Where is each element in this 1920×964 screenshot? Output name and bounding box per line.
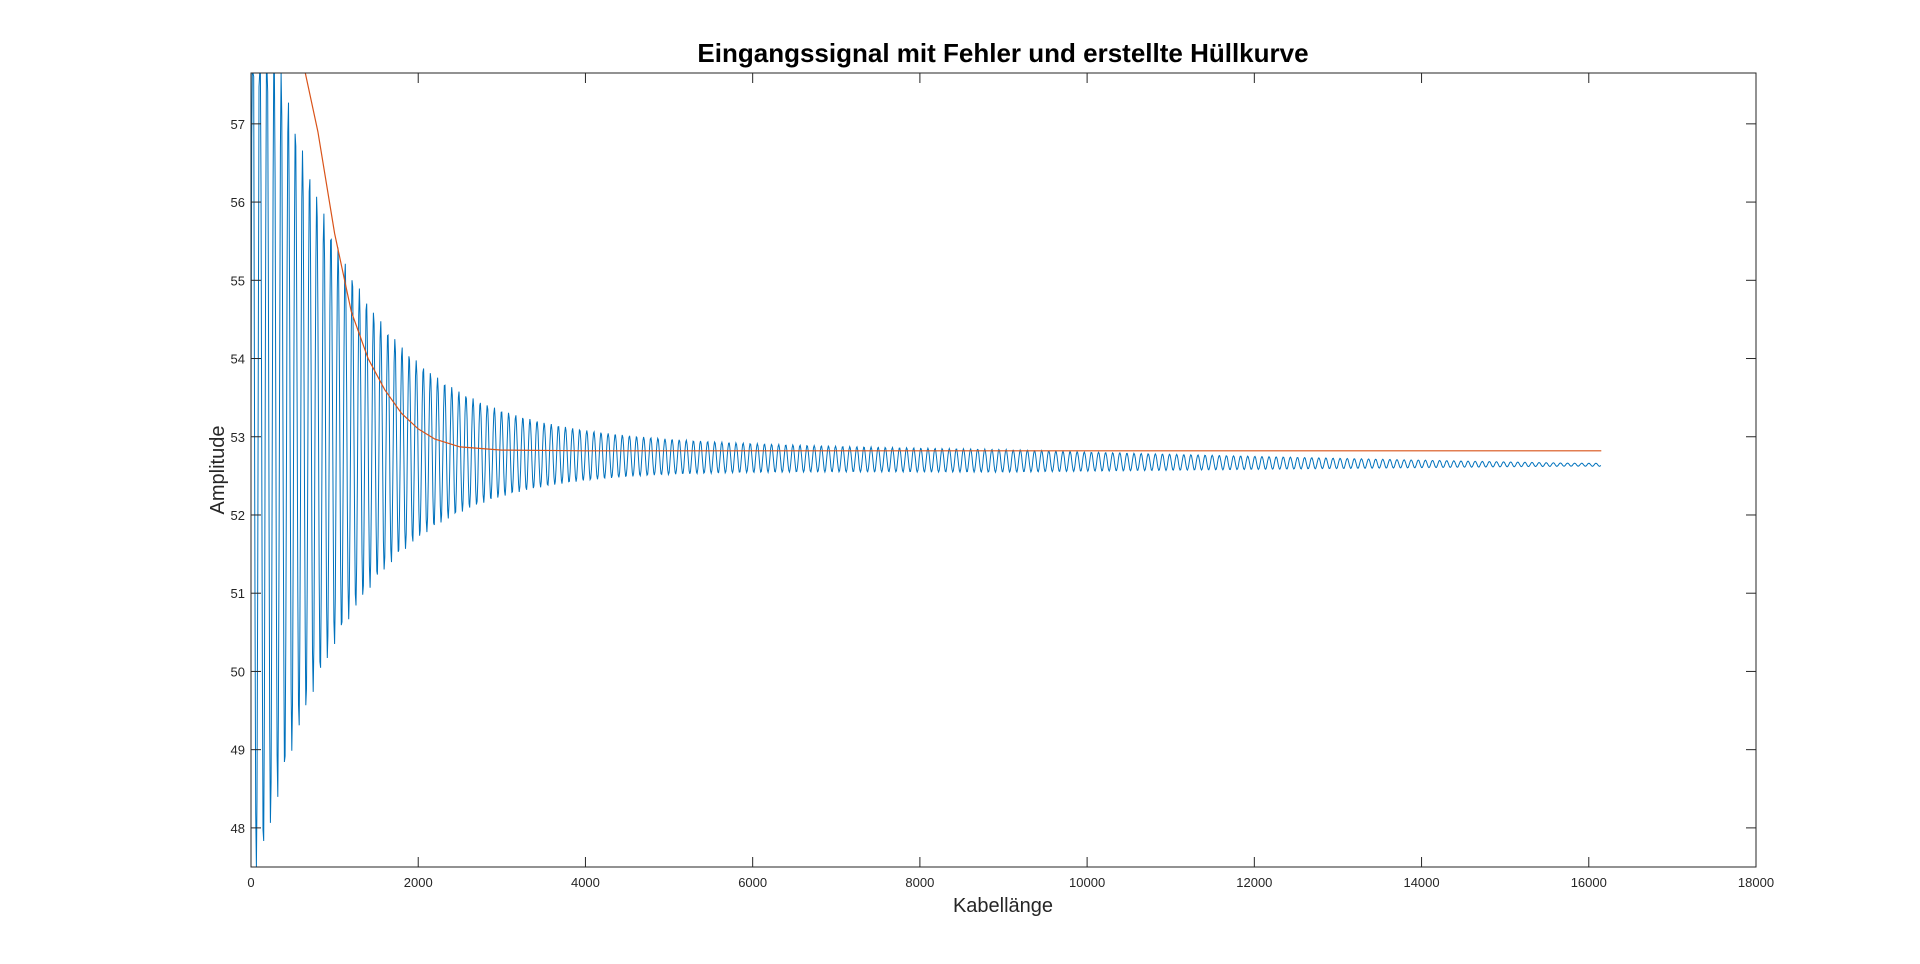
y-tick-label-8: 56: [231, 195, 245, 210]
x-tick-label-4: 8000: [905, 875, 934, 890]
y-tick-label-1: 49: [231, 743, 245, 758]
ticks-layer: 0 2000 4000 6000 8000 10000 12000 14000 16000 180…: [231, 73, 1774, 890]
y-tick-label-5: 53: [231, 430, 245, 445]
series-envelope-line: [304, 72, 1602, 452]
x-tick-label-8: 16000: [1571, 875, 1607, 890]
y-tick-label-0: 48: [231, 821, 245, 836]
y-tick-label-7: 55: [231, 273, 245, 288]
x-tick-label-2: 4000: [571, 875, 600, 890]
x-tick-label-5: 10000: [1069, 875, 1105, 890]
x-tick-label-7: 14000: [1403, 875, 1439, 890]
x-tick-label-3: 6000: [738, 875, 767, 890]
x-axis-label: Kabellänge: [953, 895, 1053, 917]
series-signal-line: [250, 72, 1602, 868]
x-tick-label-9: 18000: [1738, 875, 1774, 890]
y-tick-label-3: 51: [231, 586, 245, 601]
x-tick-label-0: 0: [247, 875, 254, 890]
y-tick-label-6: 54: [231, 352, 245, 367]
series-layer: [250, 72, 1602, 868]
chart-title: Eingangssignal mit Fehler und erstellte …: [697, 38, 1308, 68]
plot-box: [250, 72, 1757, 868]
x-tick-label-1: 2000: [404, 875, 433, 890]
y-tick-label-9: 57: [231, 117, 245, 132]
x-tick-label-6: 12000: [1236, 875, 1272, 890]
y-tick-label-2: 50: [231, 664, 245, 679]
y-tick-label-4: 52: [231, 508, 245, 523]
y-axis-label: Amplitude: [207, 426, 229, 515]
